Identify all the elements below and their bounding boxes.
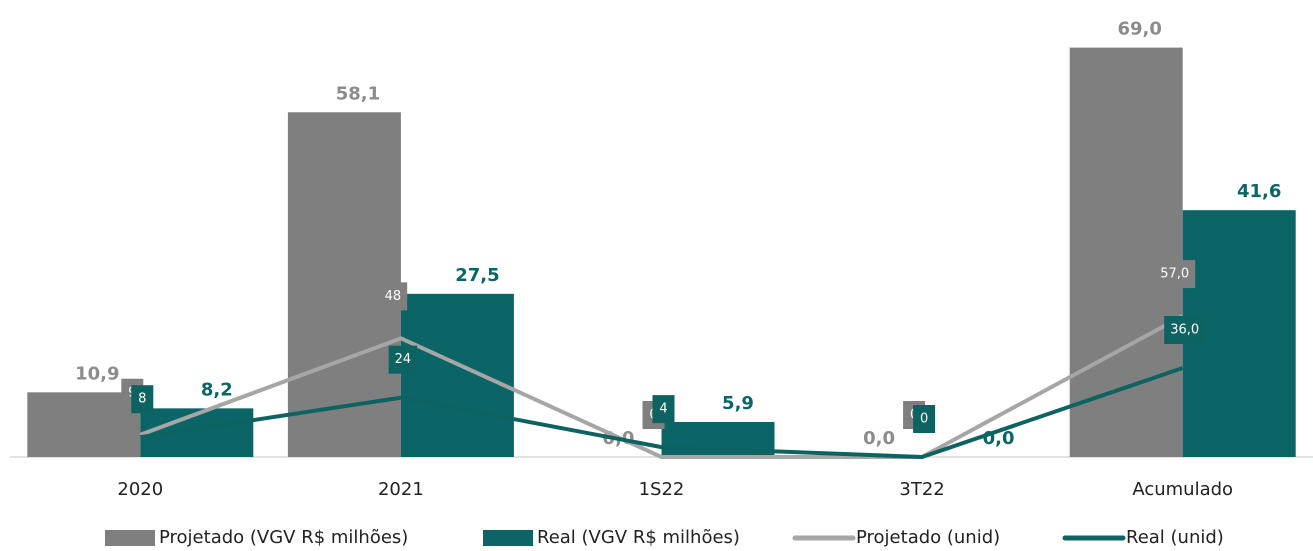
x-tick-label: 2021 (378, 479, 424, 500)
legend-swatch (483, 530, 533, 546)
line-label-box (913, 405, 936, 433)
legend-label: Real (unid) (1126, 527, 1224, 548)
line-label-box (1154, 260, 1196, 289)
line-value-label: 24 (395, 352, 412, 367)
line-value-label: 4 (659, 402, 667, 417)
line (139, 314, 1184, 459)
bar-value-label: 27,5 (455, 265, 499, 286)
x-tick-label: 2020 (117, 479, 163, 500)
line-label-box (1164, 316, 1206, 344)
bar-value-label: 0,0 (863, 428, 895, 449)
line-label-box (388, 345, 418, 374)
x-tick-label: Acumulado (1132, 479, 1233, 500)
line-label-box (131, 385, 154, 414)
line-value-label: 48 (385, 289, 402, 304)
legend-label: Real (VGV R$ milhões) (537, 527, 740, 548)
line-value-label: 8 (138, 392, 146, 407)
x-tick-label: 1S22 (639, 479, 685, 500)
bar (1069, 47, 1183, 457)
line-label-box (378, 282, 408, 311)
bar-value-label: 69,0 (1117, 19, 1161, 40)
x-tick-label: 3T22 (899, 479, 944, 500)
line-value-label: 57,0 (1160, 267, 1189, 282)
bar-value-label: 58,1 (336, 83, 380, 104)
line-value-label: 0 (920, 412, 928, 427)
bar-value-label: 10,9 (75, 363, 119, 384)
bar-value-label: 8,2 (201, 379, 233, 400)
line-label-box (652, 395, 675, 424)
bar-value-label: 41,6 (1237, 181, 1281, 202)
legend-label: Projetado (unid) (856, 527, 1000, 548)
legend-swatch (105, 530, 155, 546)
bar (400, 293, 514, 457)
line (139, 366, 1184, 459)
legend-label: Projetado (VGV R$ milhões) (159, 527, 408, 548)
line-value-label: 36,0 (1170, 323, 1199, 338)
bar-value-label: 5,9 (722, 393, 754, 414)
